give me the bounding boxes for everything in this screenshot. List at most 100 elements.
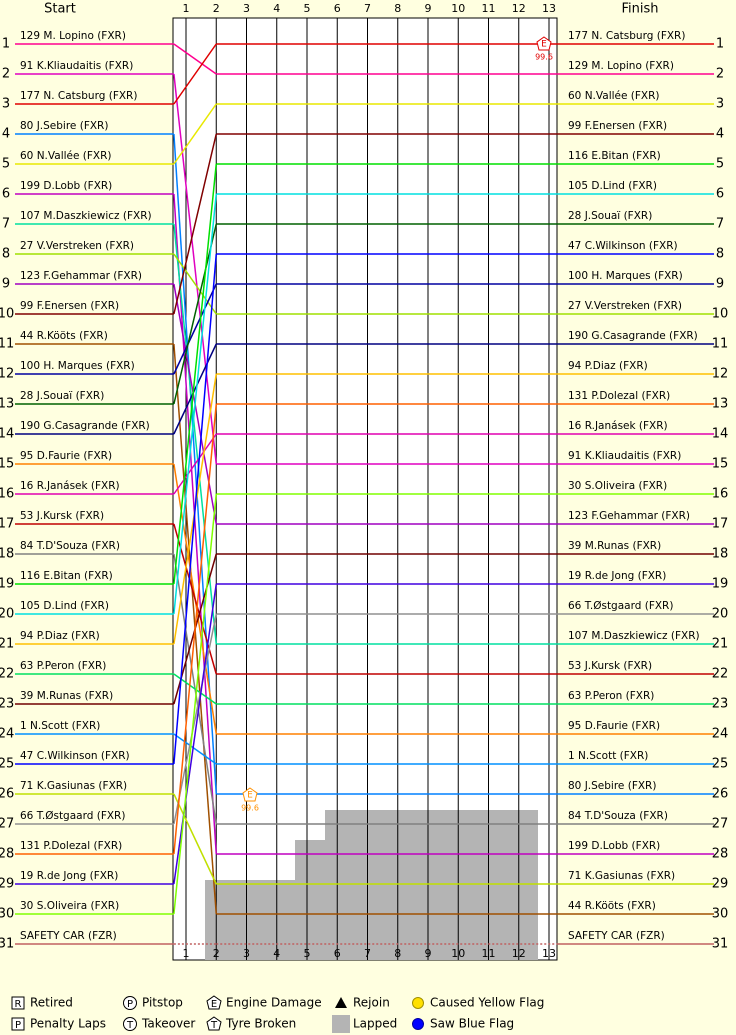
- legend-symbol: [123, 996, 137, 1010]
- finish-header: Finish: [621, 2, 658, 17]
- finish-name: 63 P.Peron (FXR): [568, 690, 654, 702]
- start-name: 28 J.Souaï (FXR): [20, 390, 104, 402]
- annotation-symbol: E: [247, 791, 253, 801]
- position-label-left: 21: [0, 637, 14, 652]
- finish-name: 84 T.D'Souza (FXR): [568, 810, 668, 822]
- position-change: [173, 163, 217, 585]
- position-change: [173, 733, 217, 765]
- position-label-left: 12: [0, 367, 14, 382]
- start-name: 99 F.Enersen (FXR): [20, 300, 119, 312]
- finish-name: 28 J.Souaï (FXR): [568, 210, 652, 222]
- position-change: [173, 103, 217, 165]
- start-name: 116 E.Bitan (FXR): [20, 570, 113, 582]
- position-change: [173, 493, 217, 915]
- legend-symbol: [123, 1017, 137, 1031]
- lapped-area: [205, 810, 538, 960]
- position-label-left: 6: [2, 187, 10, 202]
- start-name: 129 M. Lopino (FXR): [20, 30, 126, 42]
- position-label-right: 10: [712, 307, 729, 322]
- finish-name: 129 M. Lopino (FXR): [568, 60, 674, 72]
- position-label-left: 2: [2, 67, 10, 82]
- position-label-left: 18: [0, 547, 14, 562]
- position-label-left: 8: [2, 247, 10, 262]
- finish-name: 116 E.Bitan (FXR): [568, 150, 661, 162]
- legend-label: Rejoin: [353, 996, 390, 1010]
- position-label-left: 28: [0, 847, 14, 862]
- legend-symbol-text: T: [126, 1020, 134, 1031]
- legend: R Retired P Penalty Laps P Pitstop T Takeover E E…: [11, 995, 544, 1033]
- start-name: 60 N.Vallée (FXR): [20, 150, 112, 162]
- lap-label-bottom: 6: [334, 947, 341, 960]
- position-change: [173, 133, 217, 315]
- start-header: Start: [44, 2, 76, 17]
- finish-name: 44 R.Kööts (FXR): [568, 900, 656, 912]
- start-name: 39 M.Runas (FXR): [20, 690, 113, 702]
- finish-name: 27 V.Verstreken (FXR): [568, 300, 682, 312]
- finish-name: 60 N.Vallée (FXR): [568, 90, 660, 102]
- engine-damage-marker: [242, 787, 258, 802]
- finish-name: 107 M.Daszkiewicz (FXR): [568, 630, 700, 642]
- start-name: 190 G.Casagrande (FXR): [20, 420, 150, 432]
- position-label-right: 16: [712, 487, 729, 502]
- annotation-symbol: E: [541, 40, 547, 50]
- lap-label-bottom: 10: [451, 947, 465, 960]
- finish-name: 53 J.Kursk (FXR): [568, 660, 652, 672]
- position-label-right: 29: [712, 877, 729, 892]
- position-label-right: 30: [712, 907, 729, 922]
- lap-label-top: 6: [334, 2, 341, 15]
- start-name: 123 F.Gehammar (FXR): [20, 270, 142, 282]
- position-label-right: 13: [712, 397, 729, 412]
- start-name: 199 D.Lobb (FXR): [20, 180, 112, 192]
- lap-label-bottom: 8: [394, 947, 401, 960]
- position-change: [173, 253, 217, 765]
- position-label-left: 16: [0, 487, 14, 502]
- finish-name: 16 R.Janásek (FXR): [568, 420, 668, 432]
- position-change: [173, 193, 217, 855]
- finish-name: 47 C.Wilkinson (FXR): [568, 240, 678, 252]
- position-label-right: 2: [716, 67, 724, 82]
- position-label-right: 31: [712, 937, 729, 952]
- legend-label: Takeover: [141, 1017, 195, 1031]
- position-label-right: 19: [712, 577, 729, 592]
- finish-name: 190 G.Casagrande (FXR): [568, 330, 698, 342]
- annotation-label: 99.6: [535, 53, 553, 62]
- position-change: [173, 223, 217, 645]
- position-change: [173, 403, 217, 855]
- position-label-right: 15: [712, 457, 729, 472]
- legend-symbol-text: P: [127, 999, 133, 1010]
- position-label-left: 31: [0, 937, 14, 952]
- position-label-right: 8: [716, 247, 724, 262]
- legend-symbol-text: R: [15, 999, 22, 1010]
- lap-label-bottom: 2: [213, 947, 220, 960]
- start-name: 94 P.Diaz (FXR): [20, 630, 100, 642]
- position-label-right: 28: [712, 847, 729, 862]
- position-label-left: 29: [0, 877, 14, 892]
- position-change: [173, 193, 217, 615]
- position-label-left: 23: [0, 697, 14, 712]
- position-label-right: 6: [716, 187, 724, 202]
- position-label-right: 5: [716, 157, 724, 172]
- position-label-right: 20: [712, 607, 729, 622]
- position-change: [173, 223, 217, 405]
- position-change: [173, 73, 217, 465]
- position-change: [173, 283, 217, 375]
- position-label-left: 7: [2, 217, 10, 232]
- start-name: 44 R.Kööts (FXR): [20, 330, 108, 342]
- position-change: [173, 793, 217, 885]
- finish-name: 105 D.Lind (FXR): [568, 180, 657, 192]
- finish-name: SAFETY CAR (FZR): [568, 930, 665, 942]
- lap-label-top: 3: [243, 2, 250, 15]
- position-label-left: 19: [0, 577, 14, 592]
- lap-label-top: 5: [304, 2, 311, 15]
- lap-label-bottom: 11: [482, 947, 496, 960]
- position-label-left: 10: [0, 307, 14, 322]
- start-name: 107 M.Daszkiewicz (FXR): [20, 210, 152, 222]
- lap-label-top: 8: [394, 2, 401, 15]
- legend-label: Lapped: [353, 1017, 397, 1031]
- position-label-right: 1: [716, 37, 724, 52]
- lap-label-top: 7: [364, 2, 371, 15]
- finish-name: 177 N. Catsburg (FXR): [568, 30, 685, 42]
- start-name: 105 D.Lind (FXR): [20, 600, 109, 612]
